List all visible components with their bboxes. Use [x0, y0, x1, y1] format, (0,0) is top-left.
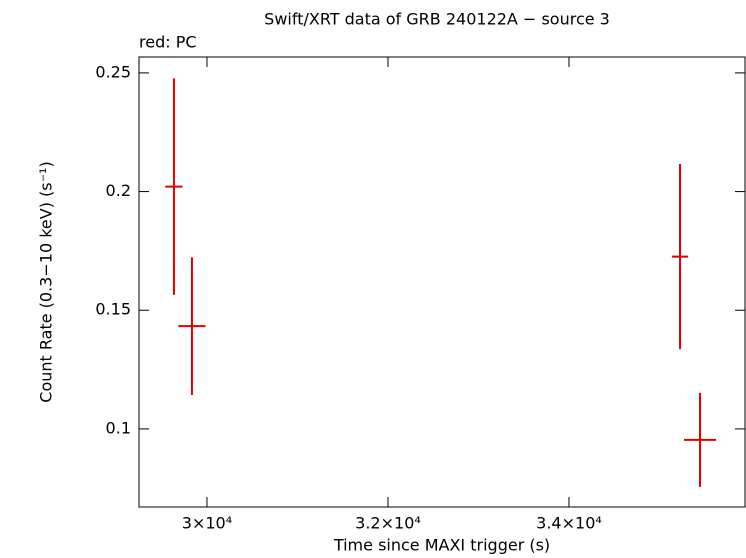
- y-tick-label: 0.2: [106, 181, 131, 200]
- y-tick-label: 0.1: [106, 418, 131, 437]
- y-axis-label: Count Rate (0.3−10 keV) (s⁻¹): [37, 161, 56, 402]
- chart-title: Swift/XRT data of GRB 240122A − source 3: [264, 10, 610, 29]
- x-tick-label: 3.2×10⁴: [355, 514, 421, 533]
- y-tick-label: 0.25: [95, 62, 131, 81]
- x-axis-label: Time since MAXI trigger (s): [333, 536, 550, 555]
- x-tick-label: 3×10⁴: [182, 514, 232, 533]
- y-tick-label: 0.15: [95, 300, 131, 319]
- plot-frame: [138, 56, 746, 508]
- x-tick-label: 3.4×10⁴: [536, 514, 602, 533]
- chart-subtitle: red: PC: [139, 33, 197, 52]
